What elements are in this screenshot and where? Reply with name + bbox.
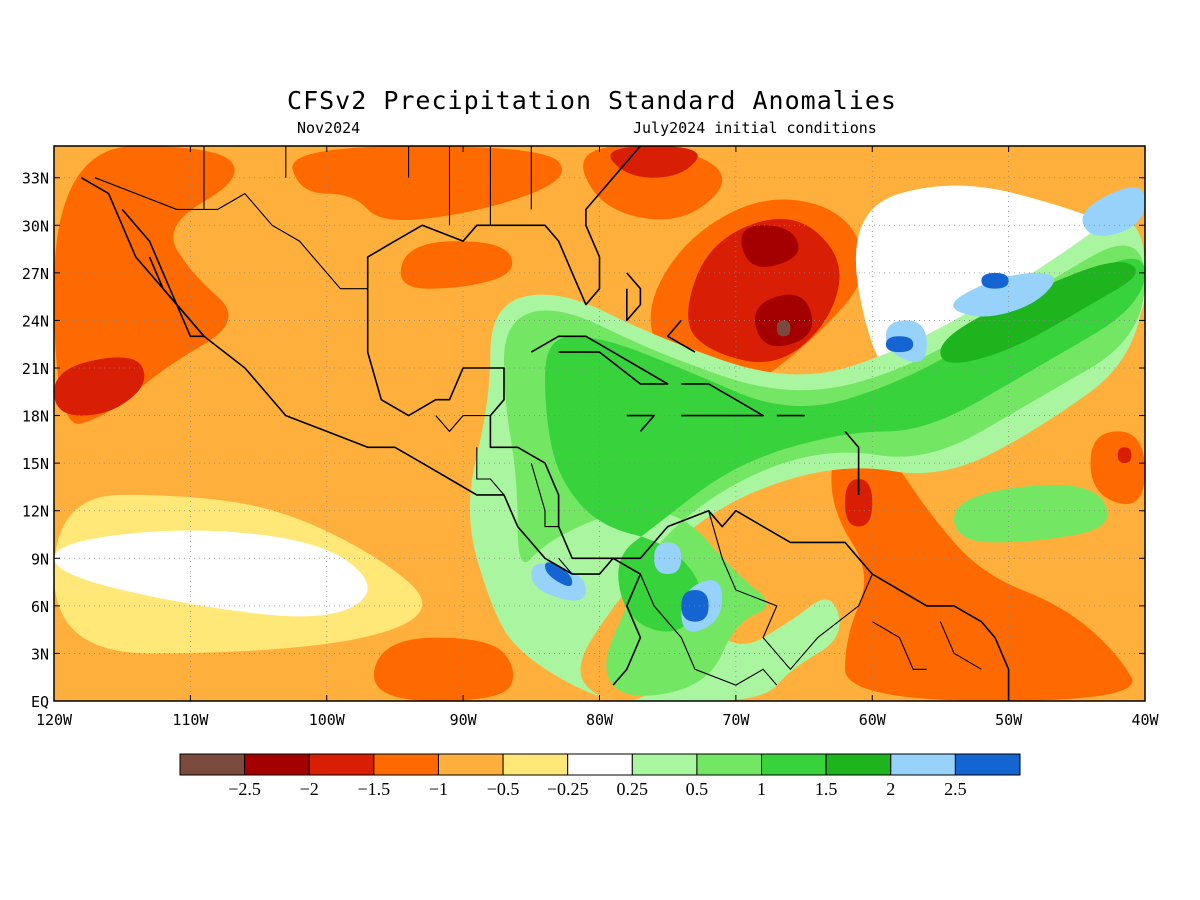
colorbar-label: −2 <box>300 779 319 799</box>
chart-title: CFSv2 Precipitation Standard Anomalies <box>287 86 897 115</box>
anomaly-region <box>741 225 799 267</box>
lat-tick-label: 30N <box>22 217 49 235</box>
lon-tick-label: 90W <box>450 711 478 729</box>
anomaly-region <box>400 241 513 289</box>
colorbar-swatch <box>631 753 698 776</box>
borders-layer <box>94 146 982 686</box>
anomaly-region <box>610 146 698 178</box>
anomaly-region <box>885 336 914 353</box>
coastlines-layer <box>80 146 1010 701</box>
country-border <box>708 510 873 671</box>
lat-tick-label: 3N <box>31 645 49 663</box>
colorbar-swatch <box>437 753 504 776</box>
lat-tick-label: EQ <box>31 693 49 711</box>
colorbar-label: 1.5 <box>815 779 838 799</box>
anomaly-region <box>54 357 145 416</box>
lon-tick-label: 50W <box>995 711 1023 729</box>
initial-conditions: July2024 initial conditions <box>633 119 877 137</box>
lon-tick-label: 120W <box>36 711 73 729</box>
colorbar-swatch <box>890 753 956 776</box>
anomaly-region <box>831 447 1133 701</box>
colorbar-label: 2 <box>886 779 895 799</box>
lat-tick-label: 18N <box>22 408 49 426</box>
coastline <box>530 335 669 385</box>
colorbar-swatch <box>761 753 827 776</box>
anomaly-region <box>940 262 1136 363</box>
colorbar-swatch <box>502 753 569 776</box>
colorbar-swatch <box>825 753 892 776</box>
colorbar-label: −0.25 <box>547 779 589 799</box>
colorbar: −2.5 −2 −1.5 −1 −0.5 −0.25 0.25 0.5 1 1.5 2 2.5 <box>179 753 1021 799</box>
coastline <box>366 288 1010 701</box>
anomaly-region <box>1082 187 1145 236</box>
coastline <box>121 208 205 338</box>
anomaly-region <box>54 146 235 424</box>
lon-tick-label: 110W <box>172 711 209 729</box>
anomaly-region <box>845 479 873 527</box>
country-border <box>435 415 491 433</box>
lat-tick-label: 12N <box>22 503 49 521</box>
lat-tick-label: 33N <box>22 170 49 188</box>
coastline <box>626 414 655 432</box>
coastline <box>626 272 642 322</box>
colorbar-label: 1 <box>757 779 766 799</box>
lat-tick-label: 21N <box>22 360 49 378</box>
colorbar-swatch <box>373 753 439 776</box>
anomaly-region <box>776 320 791 337</box>
anomaly-region <box>1117 447 1132 464</box>
colorbar-swatch <box>954 753 1021 776</box>
anomaly-region <box>545 562 573 587</box>
anomaly-region <box>654 542 682 575</box>
lon-tick-label: 100W <box>309 711 346 729</box>
colorbar-label: −0.5 <box>487 779 520 799</box>
colorbar-swatch <box>696 753 763 776</box>
colorbar-swatch <box>179 753 246 776</box>
coastline <box>666 319 696 353</box>
lat-tick-label: 27N <box>22 265 49 283</box>
colorbar-label: 2.5 <box>944 779 967 799</box>
lat-tick-label: 6N <box>31 598 49 616</box>
country-border <box>558 557 573 575</box>
anomaly-region <box>54 530 368 617</box>
colorbar-label: −1 <box>429 779 448 799</box>
anomaly-region <box>981 272 1009 289</box>
lon-tick-label: 60W <box>859 711 887 729</box>
coastline <box>844 430 860 495</box>
forecast-month: Nov2024 <box>297 119 361 137</box>
anomaly-region <box>373 637 514 701</box>
country-border <box>476 447 505 496</box>
lon-tick-label: 80W <box>586 711 614 729</box>
colorbar-label: −1.5 <box>358 779 391 799</box>
anomaly-region <box>1090 431 1145 505</box>
coastline <box>366 146 642 306</box>
lat-tick-label: 15N <box>22 455 49 473</box>
colorbar-label: −2.5 <box>228 779 261 799</box>
colorbar-swatch <box>567 753 633 776</box>
country-border <box>639 573 778 686</box>
lon-tick-label: 40W <box>1131 711 1159 729</box>
country-border <box>939 621 982 670</box>
country-border <box>94 177 368 290</box>
colorbar-label: 0.25 <box>617 779 649 799</box>
lon-tick-label: 70W <box>722 711 750 729</box>
colorbar-label: 0.5 <box>686 779 709 799</box>
anomaly-region <box>953 272 1055 317</box>
anomaly-region <box>954 484 1108 543</box>
anomaly-fill-layer <box>54 146 1145 701</box>
lat-tick-label: 24N <box>22 312 49 330</box>
coastline <box>681 383 764 417</box>
colorbar-swatch <box>244 753 310 776</box>
country-border <box>872 621 927 670</box>
lat-tick-label: 9N <box>31 550 49 568</box>
country-border <box>530 462 559 528</box>
anomaly-region <box>292 146 562 221</box>
colorbar-swatch <box>308 753 375 776</box>
